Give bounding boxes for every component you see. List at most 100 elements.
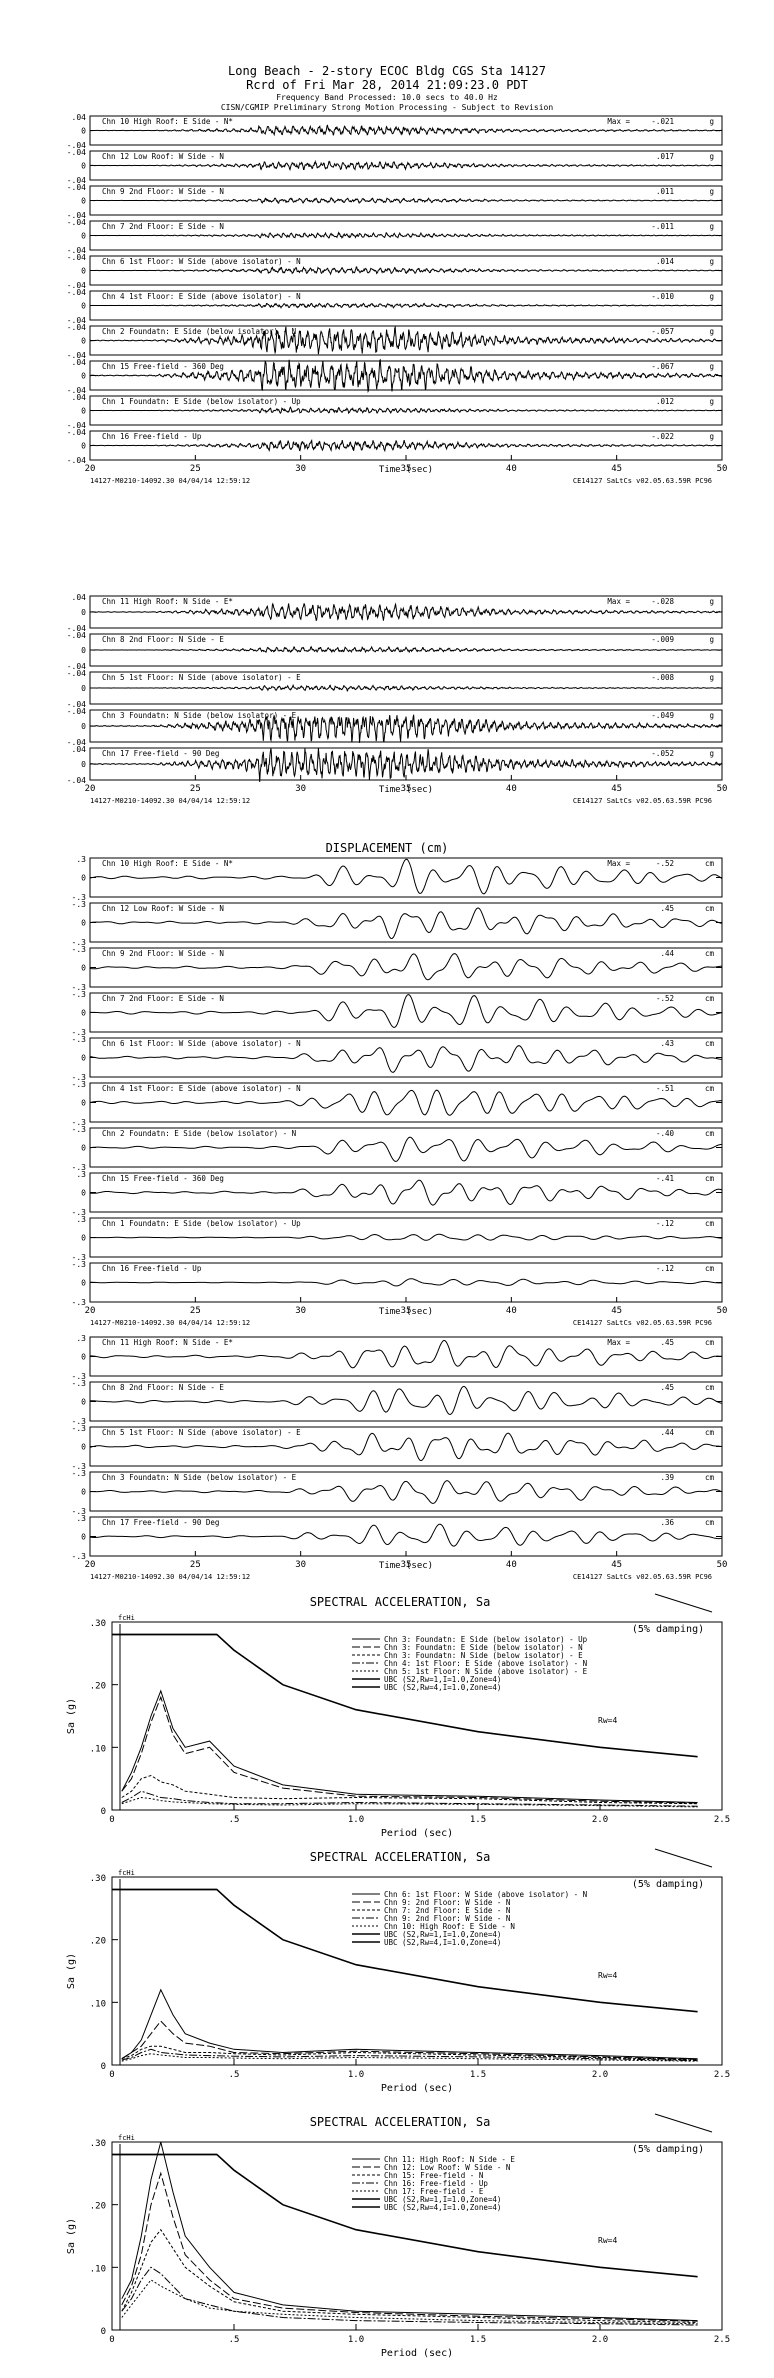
channel-trace (89, 196, 723, 205)
unit-label: cm (705, 1084, 715, 1093)
legend-entry: Chn 11: High Roof: N Side - E (384, 2155, 515, 2164)
y-tick-label: -.04 (67, 631, 86, 640)
x-tick-label: 50 (717, 1306, 728, 1316)
channel-label: Chn 6 1st Floor: W Side (above isolator)… (102, 257, 301, 266)
record-date: Rcrd of Fri Mar 28, 2014 21:09:23.0 PDT (246, 78, 528, 92)
acceleration-traces-panel-1: .04 0 -.04 Chn 10 High Roof: E Side - N* Max… (67, 113, 728, 485)
footer-left: 14127-M0210-14092.30 04/04/14 12:59:12 (90, 1319, 250, 1327)
unit-label: g (709, 187, 714, 196)
x-tick-label: 2.5 (714, 1815, 730, 1825)
y-tick-label: .04 (72, 593, 87, 602)
channel-trace (89, 1045, 722, 1073)
legend-entry: Chn 3: Foundatn: N Side (below isolator)… (384, 1651, 583, 1660)
y-tick-label: -.3 (72, 1253, 87, 1262)
channel-trace (89, 1136, 723, 1163)
channel-trace (89, 953, 723, 981)
y-tick-label: -.3 (72, 1073, 87, 1082)
channel-label: Chn 4 1st Floor: E Side (above isolator)… (102, 292, 301, 301)
channel-label: Chn 4 1st Floor: E Side (above isolator)… (102, 1084, 301, 1093)
y-tick-label: 0 (101, 2062, 106, 2072)
x-axis-label: Time (sec) (379, 1561, 433, 1571)
acceleration-traces-panel-2: .04 0 -.04 Chn 11 High Roof: N Side - E* Max… (67, 593, 728, 805)
x-tick-label: 35 (401, 464, 412, 474)
corner-mark (654, 2113, 713, 2133)
unit-label: g (709, 711, 714, 720)
max-value: -.12 (656, 1219, 674, 1228)
y-tick-label: -.04 (67, 218, 86, 227)
spectral-series (121, 2228, 698, 2323)
rw-label: Rw=4 (598, 1971, 617, 1980)
y-tick-label: -.04 (67, 428, 86, 437)
x-tick-label: 45 (611, 1306, 622, 1316)
channel-label: Chn 17 Free-field - 90 Deg (102, 1518, 219, 1527)
legend-entry: UBC (S2,Rw=4,I=1.0,Zone=4) (384, 2203, 501, 2212)
channel-label: Chn 11 High Roof: N Side - E* (102, 597, 233, 606)
spectral-series (112, 1633, 698, 1758)
channel-label: Chn 10 High Roof: E Side - N* (102, 859, 233, 868)
y-tick-label: -.3 (72, 1417, 87, 1426)
spectral-series (121, 1796, 698, 1808)
channel-trace (90, 266, 723, 276)
max-label: Max = (607, 859, 630, 868)
y-tick-label: -.3 (72, 938, 87, 947)
channel-label: Chn 11 High Roof: N Side - E* (102, 1338, 233, 1347)
unit-label: cm (705, 1473, 715, 1482)
x-tick-label: 45 (611, 1560, 622, 1570)
y-tick-label: 0 (81, 127, 86, 136)
max-value: .012 (656, 397, 674, 406)
max-value: .43 (660, 1039, 674, 1048)
legend-entry: Chn 5: 1st Floor: N Side (above isolator… (384, 1667, 588, 1676)
y-tick-label: -.3 (72, 1552, 87, 1561)
y-tick-label: .3 (76, 1215, 86, 1224)
x-axis-label: Time (sec) (379, 785, 433, 795)
unit-label: g (709, 635, 714, 644)
y-tick-label: 0 (81, 646, 86, 655)
damping-label: (5% damping) (632, 2144, 704, 2155)
unit-label: cm (705, 1264, 715, 1273)
y-tick-label: 0 (81, 1234, 86, 1243)
spectral-series (112, 2153, 698, 2278)
x-tick-label: 20 (85, 784, 96, 794)
rw-label: Rw=4 (598, 2236, 617, 2245)
x-tick-label: 40 (506, 784, 517, 794)
channel-label: Chn 3 Foundatn: N Side (below isolator) … (102, 1473, 297, 1482)
legend-entry: UBC (S2,Rw=4,I=1.0,Zone=4) (384, 1683, 501, 1692)
x-tick-label: 2.5 (714, 2070, 730, 2080)
y-tick-label: 0 (101, 1807, 106, 1817)
unit-label: g (709, 117, 714, 126)
legend-entry: UBC (S2,Rw=4,I=1.0,Zone=4) (384, 1938, 501, 1947)
y-tick-label: -.04 (67, 281, 86, 290)
y-tick-label: .30 (90, 1619, 106, 1629)
max-label: Max = (607, 1338, 630, 1347)
y-tick-label: -.04 (67, 246, 86, 255)
legend-entry: Chn 10: High Roof: E Side - N (384, 1922, 515, 1931)
max-value: -.011 (651, 222, 674, 231)
channel-label: Chn 10 High Roof: E Side - N* (102, 117, 233, 126)
corner-mark (654, 1593, 713, 1613)
unit-label: cm (705, 994, 715, 1003)
legend-entry: Chn 9: 2nd Floor: W Side - N (384, 1914, 510, 1923)
y-tick-label: -.3 (72, 893, 87, 902)
max-value: .44 (660, 949, 674, 958)
spectral-acceleration-chart-2: SPECTRAL ACCELERATION, Sa 0 .10 .20 .30 0 .5 1.… (66, 1848, 730, 2094)
channel-label: Chn 5 1st Floor: N Side (above isolator)… (102, 1428, 301, 1437)
channel-trace (89, 602, 723, 622)
unit-label: g (709, 397, 714, 406)
legend-entry: Chn 15: Free-field - N (384, 2171, 483, 2180)
unit-label: cm (705, 1129, 715, 1138)
max-value: .017 (656, 152, 674, 161)
spectral-series (121, 1695, 698, 1804)
unit-label: cm (705, 904, 715, 913)
channel-label: Chn 6 1st Floor: W Side (above isolator)… (102, 1039, 301, 1048)
x-tick-label: .5 (229, 2335, 240, 2345)
x-tick-label: 20 (85, 1306, 96, 1316)
footer-left: 14127-M0210-14092.30 04/04/14 12:59:12 (90, 1573, 250, 1581)
y-tick-label: .3 (76, 1334, 86, 1343)
y-tick-label: .04 (72, 358, 87, 367)
channel-trace (90, 406, 722, 415)
y-tick-label: .3 (76, 1170, 86, 1179)
y-tick-label: -.04 (67, 323, 86, 332)
channel-trace (90, 124, 723, 137)
x-tick-label: 30 (295, 1306, 306, 1316)
channel-trace (90, 645, 722, 654)
